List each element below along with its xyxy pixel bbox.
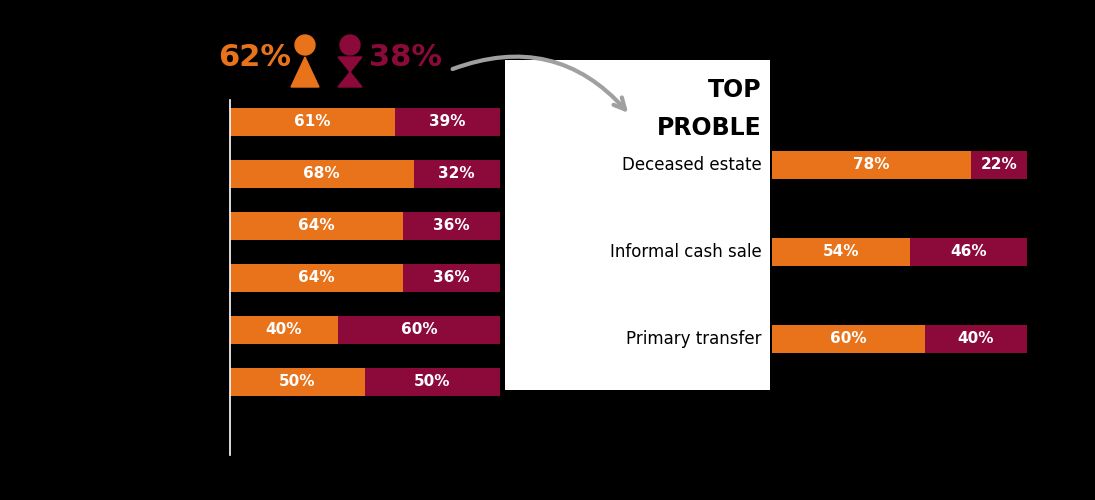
Text: TOP: TOP (708, 78, 762, 102)
Text: 22%: 22% (981, 158, 1017, 172)
Bar (365, 368, 500, 396)
Text: 62%: 62% (219, 44, 291, 72)
Text: 54%: 54% (822, 244, 860, 260)
Bar (230, 160, 414, 188)
Text: 61%: 61% (295, 114, 331, 130)
Text: 78%: 78% (853, 158, 890, 172)
Bar (338, 316, 500, 344)
Bar (971, 151, 1027, 179)
Bar (925, 325, 1027, 353)
Circle shape (295, 35, 315, 55)
Text: 50%: 50% (279, 374, 315, 390)
Text: 50%: 50% (414, 374, 451, 390)
Bar (230, 368, 365, 396)
Text: 46%: 46% (950, 244, 987, 260)
Polygon shape (338, 57, 362, 87)
Text: Deceased estate: Deceased estate (622, 156, 762, 174)
Bar (414, 160, 500, 188)
Text: Informal cash sale: Informal cash sale (610, 243, 762, 261)
Bar (772, 325, 925, 353)
Text: PROBLE: PROBLE (657, 116, 762, 140)
Bar (394, 108, 500, 136)
FancyArrowPatch shape (452, 56, 625, 110)
Bar (230, 316, 338, 344)
Bar (910, 238, 1027, 266)
Text: 60%: 60% (830, 332, 867, 346)
Text: 68%: 68% (303, 166, 341, 182)
Bar (230, 264, 403, 292)
Bar (403, 212, 500, 240)
Bar (230, 108, 394, 136)
Text: 38%: 38% (369, 44, 441, 72)
Text: 40%: 40% (958, 332, 994, 346)
Text: 36%: 36% (434, 218, 470, 234)
Text: 64%: 64% (298, 218, 335, 234)
Bar (505, 60, 770, 390)
Text: 39%: 39% (429, 114, 465, 130)
Text: 64%: 64% (298, 270, 335, 285)
Polygon shape (291, 57, 319, 87)
Text: 32%: 32% (438, 166, 475, 182)
Bar (230, 212, 403, 240)
Text: 36%: 36% (434, 270, 470, 285)
Text: 40%: 40% (266, 322, 302, 338)
Text: Primary transfer: Primary transfer (626, 330, 762, 348)
Bar (772, 238, 910, 266)
Circle shape (341, 35, 360, 55)
Bar (403, 264, 500, 292)
Text: 60%: 60% (401, 322, 437, 338)
Bar (772, 151, 971, 179)
